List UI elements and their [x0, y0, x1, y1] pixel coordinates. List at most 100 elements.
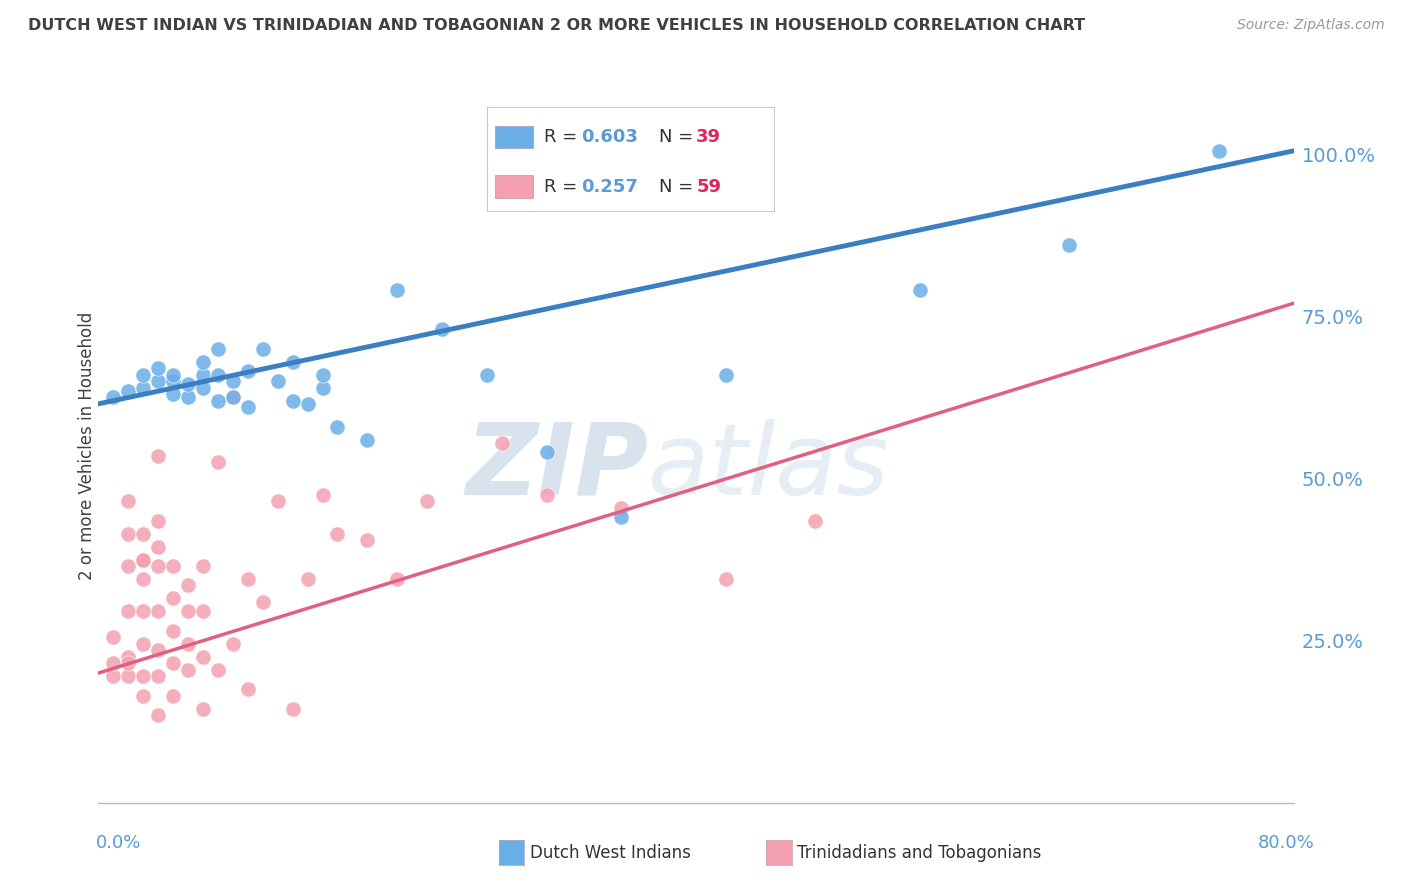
Point	[207, 393, 229, 408]
Point	[148, 559, 170, 574]
Point	[162, 387, 184, 401]
Point	[356, 433, 378, 447]
Point	[491, 435, 513, 450]
Point	[177, 663, 200, 677]
Point	[162, 689, 184, 703]
Point	[117, 384, 139, 398]
Text: Trinidadians and Tobagonians: Trinidadians and Tobagonians	[797, 844, 1042, 862]
Point	[207, 455, 229, 469]
Point	[267, 494, 290, 508]
Point	[148, 540, 170, 554]
Text: ZIP: ZIP	[465, 419, 648, 516]
Point	[117, 559, 139, 574]
Point	[236, 572, 259, 586]
Point	[162, 368, 184, 382]
Point	[222, 374, 245, 388]
Point	[148, 514, 170, 528]
Point	[207, 342, 229, 356]
Point	[385, 572, 409, 586]
Text: Source: ZipAtlas.com: Source: ZipAtlas.com	[1237, 18, 1385, 32]
Point	[281, 393, 304, 408]
Point	[252, 342, 274, 356]
Point	[252, 595, 274, 609]
Point	[207, 368, 229, 382]
Point	[236, 400, 259, 414]
Point	[1208, 144, 1230, 158]
Point	[908, 283, 931, 297]
Point	[148, 449, 170, 463]
Point	[132, 526, 155, 541]
Point	[148, 361, 170, 376]
Point	[385, 283, 409, 297]
Point	[1059, 238, 1081, 252]
Text: atlas: atlas	[648, 419, 890, 516]
Point	[191, 702, 214, 716]
Point	[132, 637, 155, 651]
Point	[162, 657, 184, 671]
Point	[207, 663, 229, 677]
Point	[117, 604, 139, 618]
Text: 0.0%: 0.0%	[96, 834, 141, 852]
Point	[191, 649, 214, 664]
Point	[177, 578, 200, 592]
Point	[117, 649, 139, 664]
Point	[148, 643, 170, 657]
Point	[222, 390, 245, 404]
Text: 80.0%: 80.0%	[1258, 834, 1315, 852]
Point	[222, 637, 245, 651]
Point	[191, 604, 214, 618]
Point	[610, 510, 633, 524]
Point	[267, 374, 290, 388]
Point	[103, 669, 125, 683]
Point	[430, 322, 453, 336]
Point	[236, 364, 259, 378]
Point	[804, 514, 827, 528]
Point	[191, 559, 214, 574]
Point	[177, 377, 200, 392]
Point	[132, 552, 155, 566]
Point	[132, 572, 155, 586]
Point	[103, 631, 125, 645]
Point	[281, 702, 304, 716]
Point	[297, 397, 319, 411]
Point	[297, 572, 319, 586]
Point	[177, 390, 200, 404]
Point	[311, 368, 333, 382]
Point	[132, 381, 155, 395]
Point	[162, 591, 184, 606]
Point	[536, 488, 558, 502]
Point	[536, 445, 558, 459]
Point	[311, 488, 333, 502]
Point	[148, 708, 170, 723]
Point	[714, 572, 737, 586]
Point	[177, 637, 200, 651]
Point	[162, 374, 184, 388]
Point	[148, 604, 170, 618]
Text: DUTCH WEST INDIAN VS TRINIDADIAN AND TOBAGONIAN 2 OR MORE VEHICLES IN HOUSEHOLD : DUTCH WEST INDIAN VS TRINIDADIAN AND TOB…	[28, 18, 1085, 33]
Point	[475, 368, 498, 382]
Point	[222, 390, 245, 404]
Point	[132, 604, 155, 618]
Point	[191, 354, 214, 368]
Point	[117, 526, 139, 541]
Point	[311, 381, 333, 395]
Point	[132, 552, 155, 566]
Point	[103, 657, 125, 671]
Point	[326, 419, 349, 434]
Point	[162, 624, 184, 638]
Point	[326, 526, 349, 541]
Point	[148, 669, 170, 683]
Point	[281, 354, 304, 368]
Point	[103, 390, 125, 404]
Point	[117, 669, 139, 683]
Point	[236, 682, 259, 697]
Point	[356, 533, 378, 547]
Point	[162, 559, 184, 574]
Point	[117, 494, 139, 508]
Point	[117, 657, 139, 671]
Point	[610, 500, 633, 515]
Text: Dutch West Indians: Dutch West Indians	[530, 844, 690, 862]
Point	[132, 669, 155, 683]
Point	[177, 604, 200, 618]
Point	[148, 374, 170, 388]
